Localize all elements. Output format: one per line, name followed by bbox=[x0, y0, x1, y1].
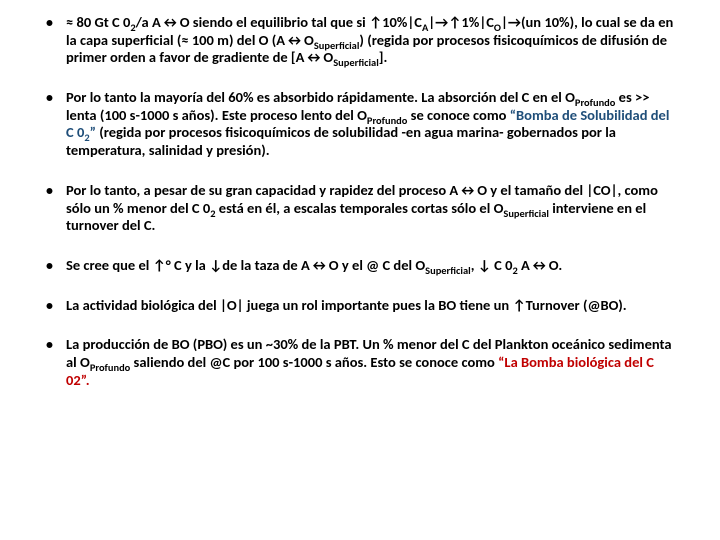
text: |→↑1%|C bbox=[428, 13, 494, 31]
bullet-item-6: La producción de BO (PBO) es un ~30% de … bbox=[40, 336, 680, 389]
bullet-list: ≈ 80 Gt C 02/a A↔O siendo el equilibrio … bbox=[40, 14, 680, 389]
text: ]. bbox=[379, 48, 388, 66]
bullet-item-4: Se cree que el ↑° C y la ↓de la taza de … bbox=[40, 257, 680, 275]
bullet-item-5: La actividad biológica del |O| juega un … bbox=[40, 297, 680, 315]
text: está en él, a escalas temporales cortas … bbox=[216, 199, 504, 217]
bullet-item-3: Por lo tanto, a pesar de su gran capacid… bbox=[40, 182, 680, 235]
text: Se cree que el ↑° C y la ↓de la taza de … bbox=[66, 256, 425, 274]
text: Por lo tanto la mayoría del 60% es absor… bbox=[66, 88, 575, 106]
text: saliendo del @C por 100 s-1000 s años. E… bbox=[130, 353, 498, 371]
text: se conoce como bbox=[407, 106, 509, 124]
text: (regida por procesos fisicoquímicos de s… bbox=[66, 123, 616, 159]
text: , ↓ C 0 bbox=[471, 256, 513, 274]
subscript: Superficial bbox=[333, 56, 379, 69]
bullet-item-2: Por lo tanto la mayoría del 60% es absor… bbox=[40, 89, 680, 160]
slide: ≈ 80 Gt C 02/a A↔O siendo el equilibrio … bbox=[0, 0, 720, 540]
text: La actividad biológica del |O| juega un … bbox=[66, 296, 627, 314]
text: /a A↔O siendo el equilibrio tal que si ↑… bbox=[136, 13, 422, 31]
subscript: Superficial bbox=[503, 206, 549, 219]
text: ≈ 80 Gt C 0 bbox=[66, 13, 130, 31]
subscript: Superficial bbox=[425, 264, 471, 277]
text: A↔O. bbox=[518, 256, 563, 274]
subscript: Profundo bbox=[90, 361, 130, 374]
bullet-item-1: ≈ 80 Gt C 02/a A↔O siendo el equilibrio … bbox=[40, 14, 680, 67]
